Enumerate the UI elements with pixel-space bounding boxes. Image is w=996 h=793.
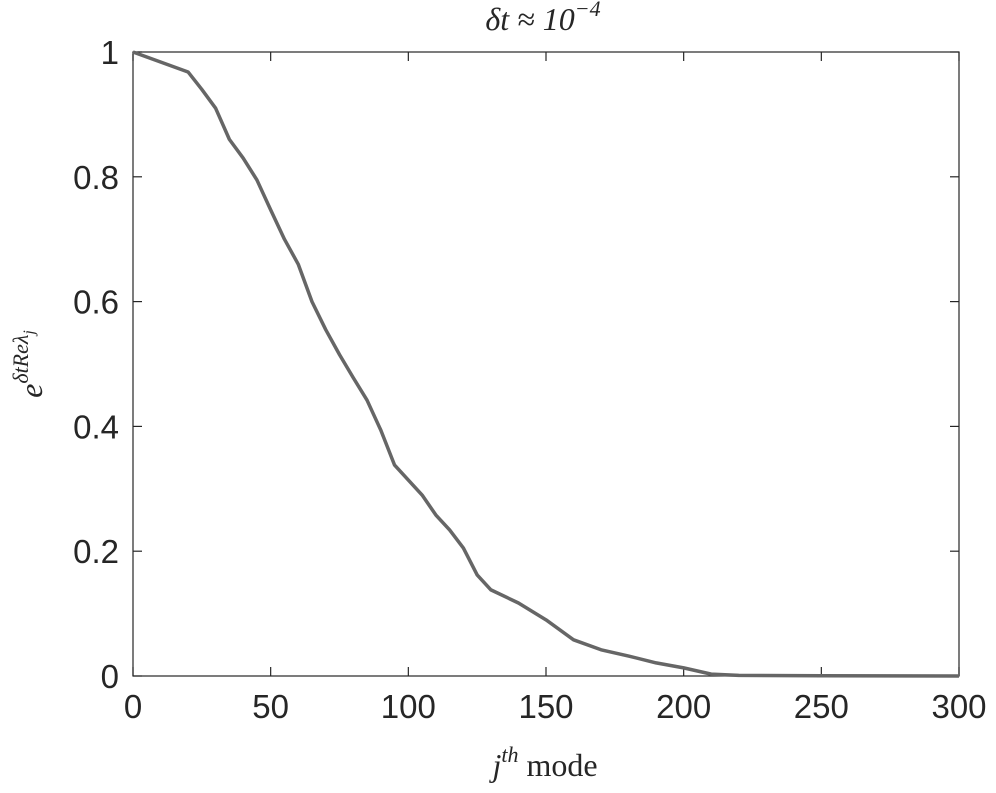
y-tick-label: 1 (101, 34, 119, 71)
x-tick-label: 0 (124, 688, 142, 725)
y-tick-label: 0.8 (73, 159, 119, 196)
title-base: δt ≈ 10 (485, 1, 574, 37)
xlabel-base: j (488, 747, 501, 783)
xlabel-exponent: th (501, 742, 518, 767)
ylabel-base: e (13, 384, 49, 398)
x-tick-label: 100 (381, 688, 436, 725)
chart-title: δt ≈ 10−4 (485, 0, 600, 37)
x-tick-label: 200 (656, 688, 711, 725)
x-tick-label: 50 (252, 688, 289, 725)
y-tick-label: 0.2 (73, 533, 119, 570)
ylabel-subscript: j (21, 330, 38, 337)
y-tick-label: 0 (101, 658, 119, 695)
plot-frame (132, 51, 960, 677)
y-axis-label: eδtReλj (8, 330, 49, 398)
title-exponent: −4 (575, 0, 601, 21)
x-tick-label: 250 (794, 688, 849, 725)
xlabel-rest: mode (526, 747, 597, 783)
y-tick-label: 0.4 (73, 408, 119, 445)
x-tick-label: 150 (518, 688, 573, 725)
ylabel-exponent: δtReλ (8, 335, 33, 384)
x-axis-label: jth mode (488, 742, 597, 783)
x-tick-label: 300 (931, 688, 986, 725)
y-tick-label: 0.6 (73, 284, 119, 321)
data-line (132, 50, 960, 678)
